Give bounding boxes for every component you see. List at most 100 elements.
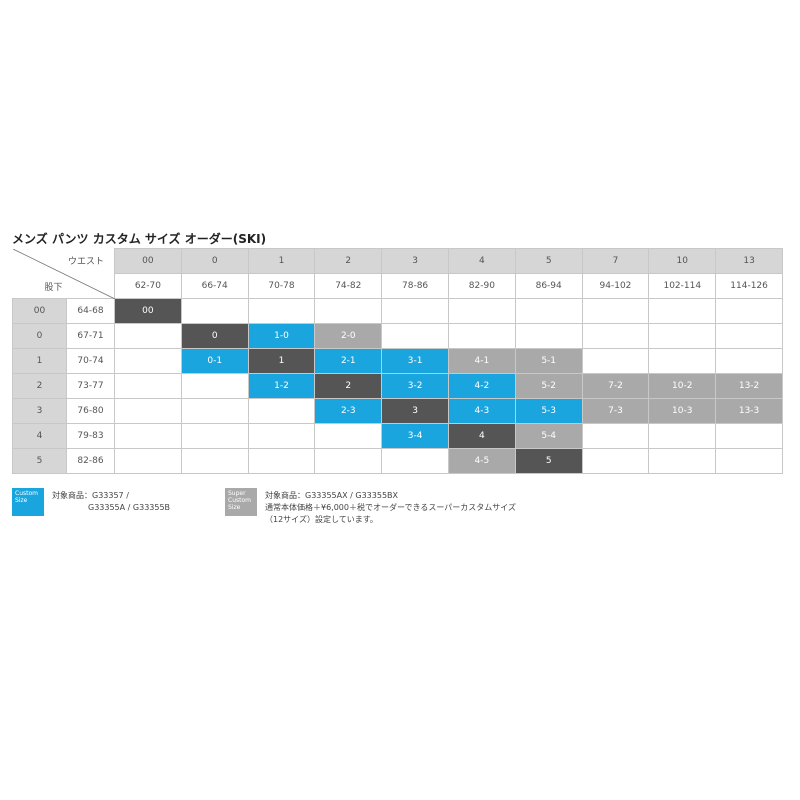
empty-cell: [381, 323, 449, 349]
empty-cell: [114, 348, 182, 374]
empty-cell: [247, 423, 316, 449]
empty-cell: [581, 323, 650, 349]
waist-size-header: 7: [581, 248, 650, 274]
size-cell-gray: 5-1: [514, 348, 583, 374]
empty-cell: [715, 348, 783, 374]
custom-size-legend: 対象商品：G33357 / G33355A / G33355B: [52, 490, 170, 514]
size-cell-dark: 3: [381, 398, 449, 424]
legend-line: （12サイズ）設定しています。: [265, 515, 378, 524]
waist-range-header: 74-82: [314, 273, 383, 299]
waist-label: ウエスト: [67, 256, 104, 267]
size-cell-gray: 10-3: [648, 398, 717, 424]
size-cell-blue: 3-2: [381, 373, 449, 399]
empty-cell: [314, 298, 383, 324]
empty-cell: [381, 448, 449, 474]
inseam-range-header: 73-77: [66, 373, 115, 399]
empty-cell: [114, 323, 182, 349]
size-cell-blue: 1-0: [247, 323, 316, 349]
empty-cell: [247, 298, 316, 324]
size-cell-dark: 0: [180, 323, 249, 349]
corner-header: ウエスト股下: [12, 248, 115, 299]
empty-cell: [381, 298, 449, 324]
size-cell-gray: 13-3: [715, 398, 783, 424]
empty-cell: [180, 448, 249, 474]
size-cell-dark: 00: [114, 298, 182, 324]
waist-range-header: 86-94: [514, 273, 583, 299]
inseam-range-header: 64-68: [66, 298, 115, 324]
inseam-range-header: 79-83: [66, 423, 115, 449]
waist-size-header: 10: [648, 248, 717, 274]
waist-range-row: 62-70 66-74 70-78 74-82 78-86 82-90 86-94 94-10…: [13, 273, 783, 299]
empty-cell: [581, 448, 650, 474]
empty-cell: [180, 298, 249, 324]
table-row: 5 82-86 4-5 5: [12, 448, 783, 474]
diagonal-line: [12, 248, 115, 299]
size-cell-gray: 7-2: [581, 373, 650, 399]
inseam-range-header: 67-71: [66, 323, 115, 349]
waist-range-header: 62-70: [114, 273, 182, 299]
waist-range-header: 114-126: [715, 273, 783, 299]
size-cell-blue: 4-3: [447, 398, 516, 424]
waist-size-header: 4: [447, 248, 516, 274]
size-cell-dark: 2: [314, 373, 383, 399]
empty-cell: [180, 398, 249, 424]
waist-size-header: 00: [114, 248, 182, 274]
empty-cell: [581, 298, 650, 324]
size-cell-blue: 1-2: [247, 373, 316, 399]
empty-cell: [114, 448, 182, 474]
size-cell-gray: 7-3: [581, 398, 650, 424]
waist-range-header: 102-114: [648, 273, 717, 299]
table-row: 0 67-71 0 1-0 2-0: [12, 323, 783, 349]
empty-cell: [180, 373, 249, 399]
empty-cell: [514, 298, 583, 324]
inseam-size-header: 5: [12, 448, 67, 474]
size-cell-gray: 5-4: [514, 423, 583, 449]
empty-cell: [648, 348, 717, 374]
empty-cell: [648, 423, 717, 449]
inseam-range-header: 82-86: [66, 448, 115, 474]
waist-size-header: 1: [247, 248, 316, 274]
size-cell-blue: 2-3: [314, 398, 383, 424]
size-chart-table: ウエスト 股下 00 0 1 2 3 4 5 7 10 13 62-70 66-74 70-78 74-82 7…: [12, 248, 783, 474]
inseam-size-header: 0: [12, 323, 67, 349]
empty-cell: [648, 298, 717, 324]
size-cell-blue: 3-4: [381, 423, 449, 449]
inseam-size-header: 2: [12, 373, 67, 399]
waist-range-header: 82-90: [447, 273, 516, 299]
empty-cell: [114, 398, 182, 424]
table-row: 4 79-83 3-4 4 5-4: [12, 423, 783, 449]
size-cell-gray: 4-1: [447, 348, 516, 374]
legend-line: 対象商品：G33355AX / G33355BX: [265, 491, 398, 500]
empty-cell: [247, 398, 316, 424]
empty-cell: [715, 323, 783, 349]
inseam-range-header: 70-74: [66, 348, 115, 374]
empty-cell: [314, 448, 383, 474]
empty-cell: [180, 423, 249, 449]
empty-cell: [648, 448, 717, 474]
waist-range-header: 94-102: [581, 273, 650, 299]
size-cell-dark: 4: [447, 423, 516, 449]
legend-line: G33355A / G33355B: [88, 503, 171, 512]
table-row: 1 70-74 0-1 1 2-1 3-1 4-1 5-1: [12, 348, 783, 374]
waist-size-header: 0: [180, 248, 249, 274]
empty-cell: [581, 423, 650, 449]
custom-size-badge: Custom Size: [12, 488, 44, 516]
waist-range-header: 66-74: [180, 273, 249, 299]
size-cell-gray: 13-2: [715, 373, 783, 399]
size-cell-dark: 1: [247, 348, 316, 374]
empty-cell: [514, 323, 583, 349]
empty-cell: [715, 298, 783, 324]
legend-line: 対象商品：G33357 /: [52, 491, 129, 500]
size-cell-blue: 5-3: [514, 398, 583, 424]
size-cell-gray: 2-0: [314, 323, 383, 349]
waist-size-header: 2: [314, 248, 383, 274]
inseam-range-header: 76-80: [66, 398, 115, 424]
table-row: 00 64-68 00: [12, 298, 783, 324]
page-title: メンズ パンツ カスタム サイズ オーダー(SKI): [12, 232, 267, 246]
size-cell-blue: 4-2: [447, 373, 516, 399]
waist-size-header: 3: [381, 248, 449, 274]
empty-cell: [114, 373, 182, 399]
size-cell-gray: 10-2: [648, 373, 717, 399]
size-cell-blue: 0-1: [180, 348, 249, 374]
inseam-label: 股下: [44, 283, 63, 293]
